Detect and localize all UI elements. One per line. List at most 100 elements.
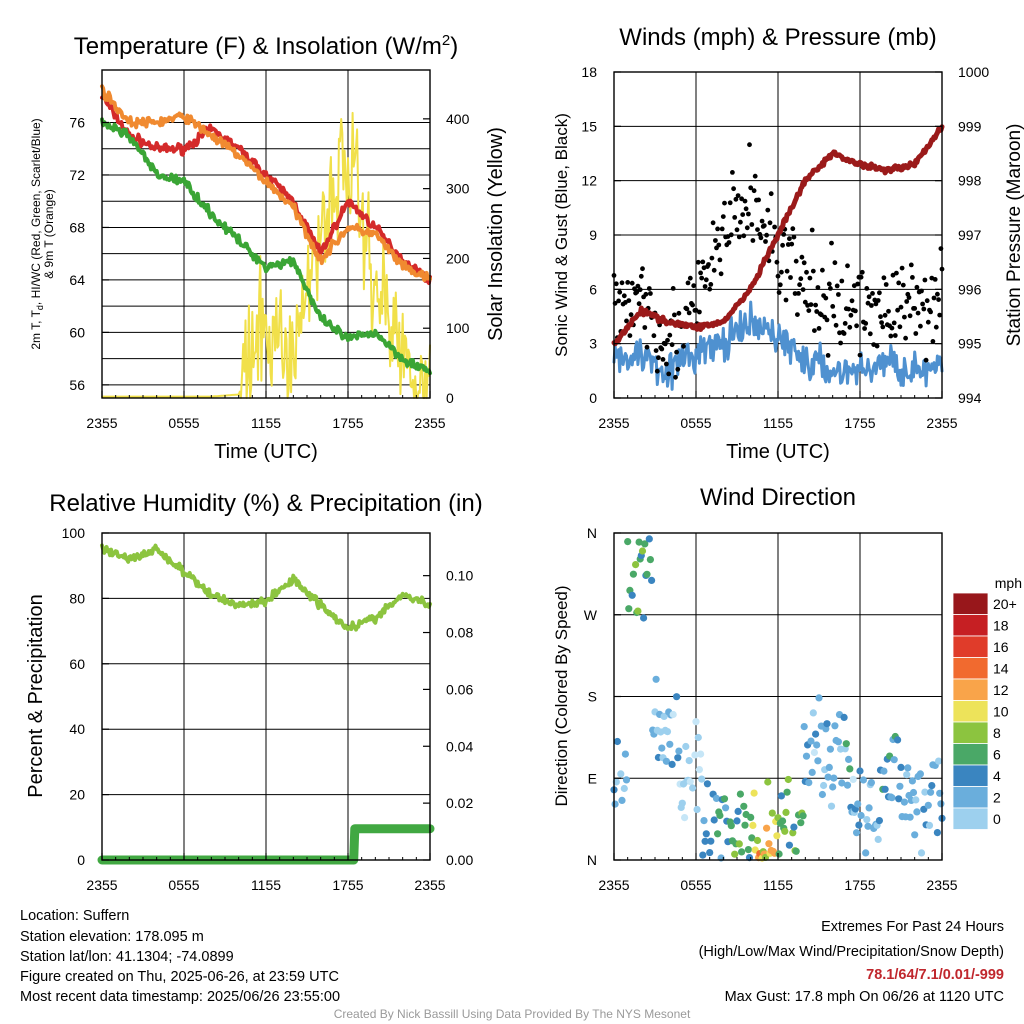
gust-point (816, 326, 822, 331)
wind-direction-point (863, 816, 871, 824)
wind-direction-point (782, 808, 790, 817)
temperature-y-tick-label: 68 (69, 219, 85, 235)
gust-point (665, 337, 670, 343)
gust-point (720, 214, 726, 220)
pressure-line (611, 124, 945, 347)
winds-y-axis-label: Sonic Wind & Gust (Blue, Black) (552, 113, 571, 357)
gust-point (686, 310, 692, 316)
wind-direction-point (765, 840, 773, 848)
wind-direction-point (635, 538, 643, 546)
wind-direction-point (777, 792, 786, 800)
gust-point (708, 282, 714, 287)
winds-y-tick-label: 6 (589, 281, 597, 297)
gust-point (651, 333, 657, 339)
wind-direction-point (613, 737, 622, 746)
gust-point (847, 324, 853, 330)
gust-point (895, 307, 900, 313)
wind-direction-point (830, 774, 838, 782)
gust-point (654, 368, 660, 374)
gust-point (810, 268, 816, 274)
humidity-panel: Relative Humidity (%) & Precipitation (i… (25, 490, 483, 893)
gust-point (789, 241, 795, 247)
wind-direction-point (658, 744, 666, 752)
wind-direction-point (691, 751, 699, 759)
wind-direction-point (706, 849, 714, 857)
wind-direction-point (703, 780, 712, 788)
gust-point (761, 223, 767, 229)
humidity-x-tick-label: 0555 (168, 877, 199, 893)
wind-direction-point (681, 814, 689, 822)
gust-point (779, 269, 784, 275)
wind-direction-point (735, 840, 743, 848)
solar-y2-tick-label: 0 (446, 390, 454, 406)
gust-point (700, 259, 706, 265)
wind-direction-point (662, 757, 671, 765)
wind-direction-point (720, 795, 729, 803)
gust-point (751, 188, 757, 194)
temperature-y-tick-label: 56 (69, 377, 85, 393)
gust-point (889, 325, 895, 331)
meteogram-figure: Temperature (F) & Insolation (W/m2) 2355… (25, 24, 1024, 893)
speed-legend-swatch (952, 764, 989, 787)
wind-direction-point (862, 849, 870, 857)
gust-point (914, 284, 920, 290)
gust-point (672, 312, 677, 318)
gust-point (931, 295, 937, 301)
wind-direction-point (874, 835, 882, 844)
gust-point (796, 291, 801, 296)
gust-point (924, 298, 930, 304)
speed-legend-swatch (952, 614, 989, 637)
gust-point (666, 371, 672, 377)
wind-direction-point (669, 710, 677, 719)
wind-direction-x-tick-label: 2355 (598, 877, 629, 893)
gust-point (906, 295, 912, 300)
wind-direction-point (824, 773, 832, 781)
wind-direction-point (697, 750, 705, 758)
gust-point (703, 277, 709, 283)
gust-point (877, 290, 882, 296)
gust-point (636, 301, 642, 307)
wind-direction-point (790, 823, 798, 831)
temperature-y-tick-label: 60 (69, 324, 85, 340)
pressure-y2-tick-label: 998 (958, 173, 982, 189)
wind-direction-point (727, 822, 735, 830)
speed-legend-label: 20+ (993, 596, 1017, 612)
gust-point (825, 353, 831, 358)
gust-point (799, 254, 805, 260)
wind-direction-point (629, 570, 638, 578)
wind-direction-x-tick-label: 1155 (763, 877, 793, 893)
wind-direction-point (749, 821, 757, 830)
gust-point (855, 281, 861, 287)
gust-point (772, 224, 777, 230)
gust-point (829, 240, 834, 246)
gust-point (925, 319, 931, 325)
wind-direction-point (668, 760, 676, 769)
temperature-x-tick-label: 2355 (414, 415, 445, 431)
winds-x-tick-label: 0555 (680, 415, 711, 431)
gust-point (793, 258, 799, 264)
gust-point (735, 193, 741, 199)
wind-direction-point (849, 775, 857, 784)
gust-point (629, 280, 635, 286)
wind-direction-point (617, 770, 625, 778)
gust-point (719, 226, 725, 232)
gust-point (747, 142, 752, 148)
wind-direction-point (693, 805, 701, 814)
wind-direction-point (620, 784, 628, 793)
gust-point (865, 300, 871, 306)
wind-direction-x-tick-label: 2355 (926, 877, 957, 893)
wind-direction-point (854, 800, 862, 808)
relative-humidity-line (100, 543, 432, 632)
humidity-y-tick-label: 100 (62, 525, 86, 541)
gust-point (684, 306, 690, 312)
gust-point (695, 259, 701, 265)
gust-point (886, 308, 891, 314)
wind-direction-point (917, 849, 926, 857)
winds-y-tick-label: 12 (581, 173, 597, 189)
gust-point (836, 292, 841, 297)
temperature-y-axis-label: 2m T, Td, HI/WC (Red, Green, Scarlet/Blu… (29, 118, 45, 349)
gust-point (873, 301, 879, 307)
wind-direction-point (912, 796, 920, 804)
gust-point (928, 309, 933, 315)
